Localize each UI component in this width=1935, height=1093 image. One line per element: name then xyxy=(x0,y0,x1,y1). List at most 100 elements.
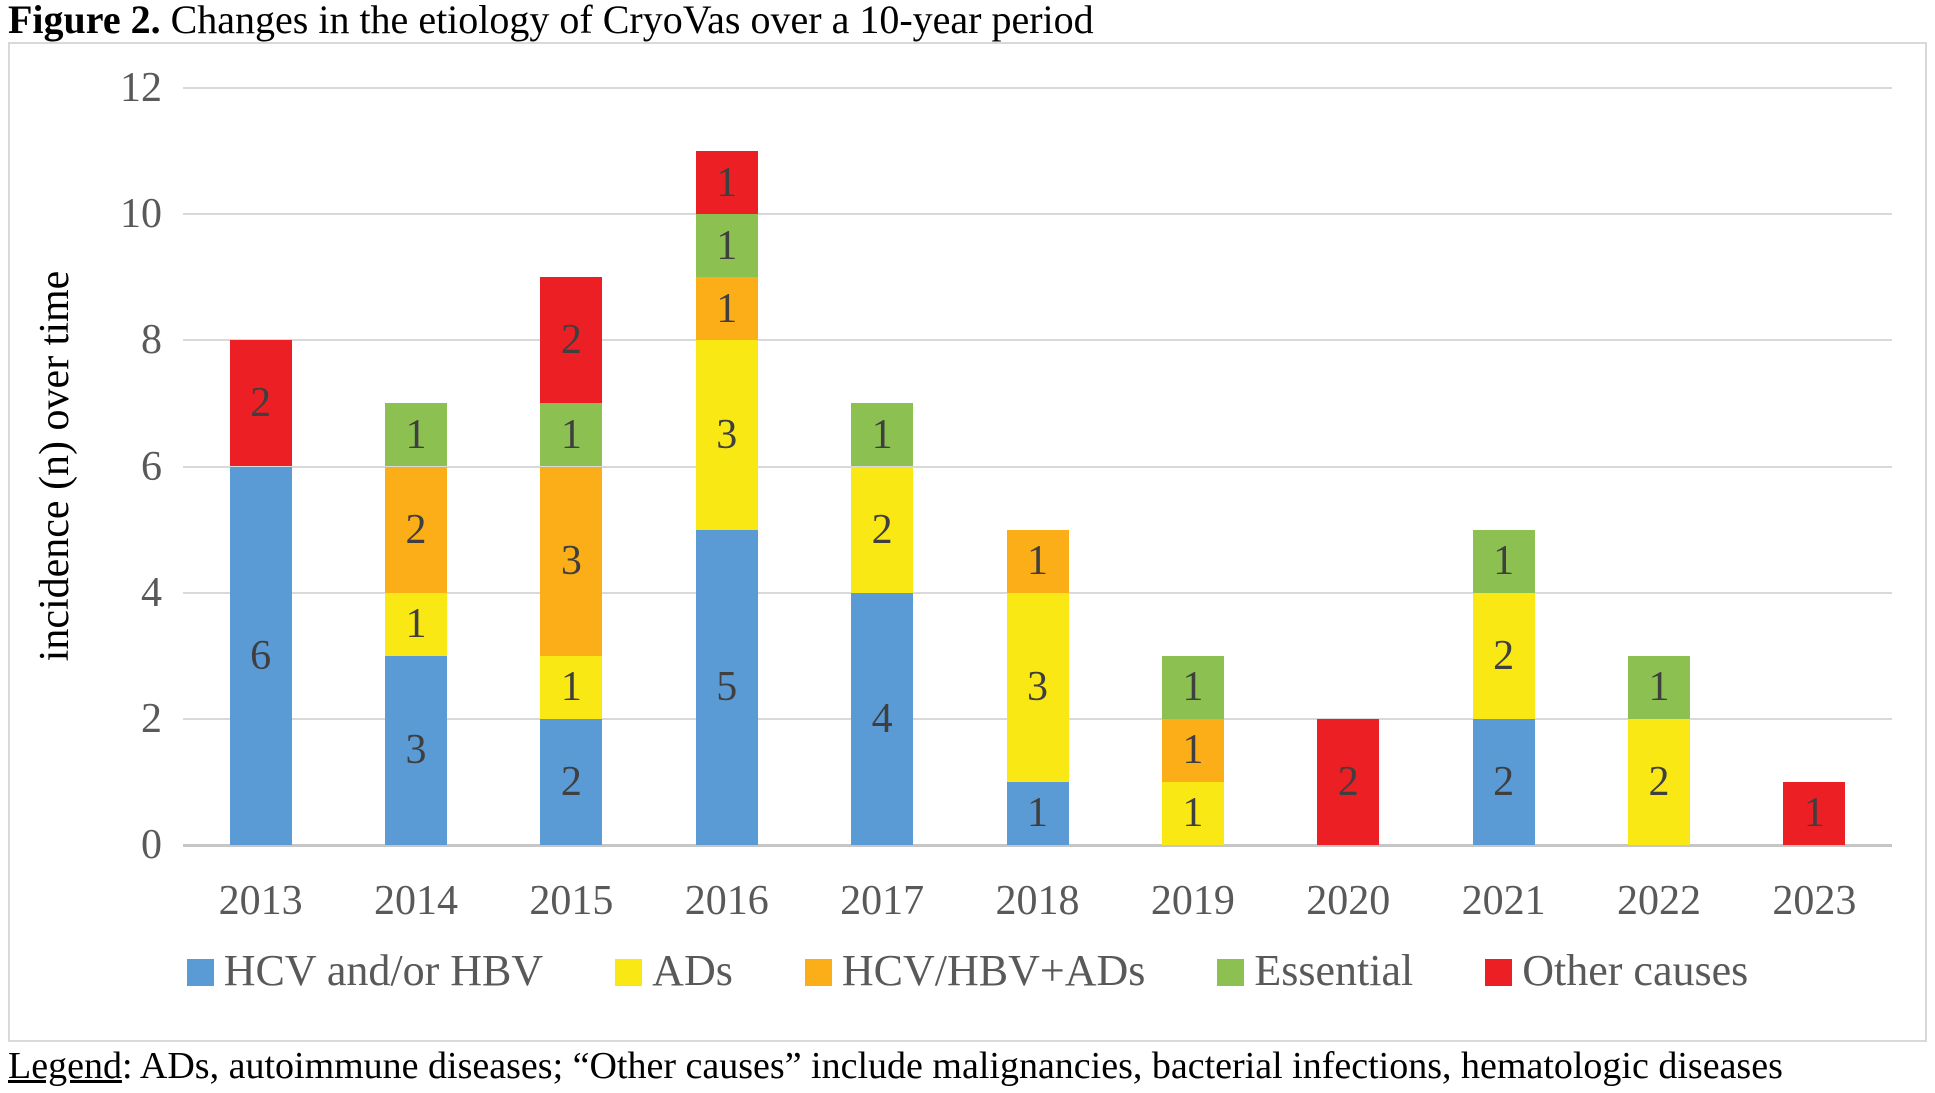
segment-value-label: 1 xyxy=(1027,538,1048,585)
segment-value-label: 1 xyxy=(1803,790,1825,837)
legend-swatch xyxy=(186,958,214,986)
bar-segment: 1 xyxy=(695,151,758,215)
segment-value-label: 1 xyxy=(871,411,893,458)
bar-segment: 2 xyxy=(540,277,603,404)
legend-swatch xyxy=(1217,958,1245,986)
bar-segment: 2 xyxy=(1317,718,1380,845)
x-axis-line xyxy=(183,843,1892,847)
y-tick-label: 12 xyxy=(120,65,162,111)
chart-area: incidence (n) over time 0 2 4 6 8 10 12 6 2 2013 3… xyxy=(8,42,1927,1042)
x-axis-label: 2017 xyxy=(840,878,925,924)
legend-label: ADs xyxy=(652,945,733,995)
bar-segment: 6 xyxy=(229,466,292,845)
legend-item: Other causes xyxy=(1485,945,1748,996)
x-axis-label: 2019 xyxy=(1150,878,1235,924)
bar-segment: 1 xyxy=(1006,781,1069,845)
legend-item: HCV and/or HBV xyxy=(186,945,544,996)
x-axis-label: 2016 xyxy=(684,878,769,924)
bar-segment: 3 xyxy=(695,340,758,530)
y-tick-label: 2 xyxy=(141,695,162,742)
bar-segment: 1 xyxy=(385,403,448,467)
bar-segment: 4 xyxy=(851,592,914,845)
bar-segment: 1 xyxy=(695,277,758,341)
gridline xyxy=(183,339,1892,342)
bar-segment: 1 xyxy=(1783,781,1846,845)
segment-value-label: 2 xyxy=(560,317,582,364)
legend-swatch xyxy=(804,958,832,986)
segment-value-label: 1 xyxy=(1493,538,1515,585)
gridline xyxy=(183,213,1892,216)
segment-value-label: 2 xyxy=(1493,758,1515,805)
x-axis-label: 2015 xyxy=(529,878,614,924)
segment-value-label: 1 xyxy=(1182,664,1204,711)
bar-segment: 2 xyxy=(1627,718,1690,845)
segment-value-label: 3 xyxy=(405,727,427,774)
segment-value-label: 2 xyxy=(560,758,582,805)
segment-value-label: 2 xyxy=(250,380,272,427)
bar-segment: 1 xyxy=(1161,718,1224,782)
segment-value-label: 1 xyxy=(1648,664,1670,711)
figure-title: Figure 2. Changes in the etiology of Cry… xyxy=(8,0,1094,43)
x-axis-label: 2023 xyxy=(1772,878,1857,924)
segment-value-label: 2 xyxy=(871,506,893,553)
bar-segment: 2 xyxy=(1472,592,1535,719)
x-axis-label: 2020 xyxy=(1306,878,1391,924)
bar-segment: 1 xyxy=(540,655,603,719)
bar-segment: 1 xyxy=(695,214,758,278)
bar-segment: 1 xyxy=(1472,529,1535,593)
bar-segment: 2 xyxy=(1472,718,1535,845)
legend-label: HCV/HBV+ADs xyxy=(841,945,1146,995)
bar-segment: 1 xyxy=(1006,529,1069,593)
bar-segment: 3 xyxy=(540,466,603,656)
bar-segment: 1 xyxy=(1627,655,1690,719)
legend-label: Other causes xyxy=(1522,945,1749,995)
segment-value-label: 2 xyxy=(1648,758,1670,805)
segment-value-label: 6 xyxy=(250,632,272,679)
legend-label: HCV and/or HBV xyxy=(223,945,544,995)
bar-segment: 3 xyxy=(385,655,448,845)
bar-segment: 1 xyxy=(540,403,603,467)
legend-swatch xyxy=(615,958,643,986)
legend-swatch xyxy=(1485,958,1513,986)
segment-value-label: 5 xyxy=(716,664,738,711)
bar-segment: 2 xyxy=(851,466,914,593)
caption-label: Legend xyxy=(8,1045,122,1087)
y-tick-label: 10 xyxy=(120,191,162,238)
segment-value-label: 1 xyxy=(560,664,582,711)
x-axis-label: 2013 xyxy=(218,878,303,924)
segment-value-label: 3 xyxy=(1027,664,1048,711)
segment-value-label: 1 xyxy=(716,222,738,269)
legend-label: Essential xyxy=(1254,945,1414,995)
figure-caption: Legend: ADs, autoimmune diseases; “Other… xyxy=(8,1044,1783,1088)
y-tick-label: 8 xyxy=(141,317,162,364)
bar-segment: 2 xyxy=(229,340,292,467)
x-axis-label: 2018 xyxy=(995,878,1080,924)
gridline xyxy=(183,87,1892,89)
bar-segment: 1 xyxy=(385,592,448,656)
caption-text: : ADs, autoimmune diseases; “Other cause… xyxy=(121,1045,1783,1087)
y-tick-label: 0 xyxy=(141,822,162,868)
legend-item: HCV/HBV+ADs xyxy=(804,945,1146,996)
segment-value-label: 1 xyxy=(405,601,427,648)
segment-value-label: 1 xyxy=(560,411,582,458)
figure-label: Figure 2. xyxy=(8,0,161,42)
segment-value-label: 1 xyxy=(716,285,738,332)
y-tick-label: 4 xyxy=(141,569,162,616)
x-axis-label: 2014 xyxy=(374,878,459,924)
bar-segment: 1 xyxy=(1161,655,1224,719)
segment-value-label: 1 xyxy=(1182,790,1204,837)
segment-value-label: 2 xyxy=(1337,758,1359,805)
legend-item: Essential xyxy=(1217,945,1413,996)
bar-segment: 2 xyxy=(540,718,603,845)
segment-value-label: 1 xyxy=(716,159,738,206)
segment-value-label: 3 xyxy=(716,411,738,458)
figure-title-text: Changes in the etiology of CryoVas over … xyxy=(160,0,1094,42)
y-tick-label: 6 xyxy=(141,443,162,490)
bar-segment: 2 xyxy=(385,466,448,593)
plot-area: 0 2 4 6 8 10 12 6 2 2013 3 1 2 1 2014 2 1 3 1 2 2015 5 3 1 1 1 201… xyxy=(10,44,1925,1040)
legend-item: ADs xyxy=(615,945,733,996)
segment-value-label: 4 xyxy=(871,695,893,742)
chart-legend: HCV and/or HBV ADs HCV/HBV+ADs Essential Oth… xyxy=(10,942,1925,998)
segment-value-label: 1 xyxy=(1027,790,1048,837)
